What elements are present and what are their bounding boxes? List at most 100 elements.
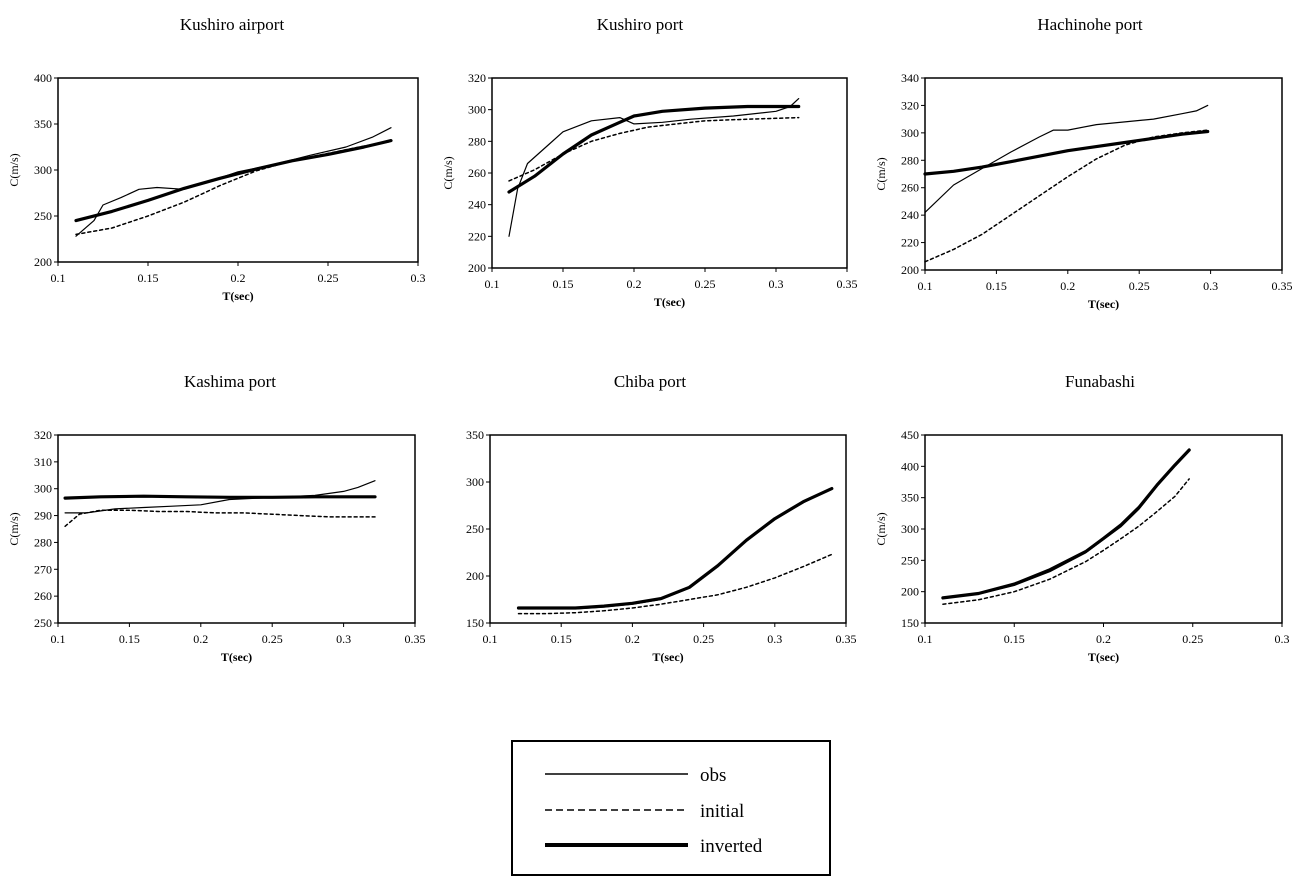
series-line-obs [517,488,833,610]
x-tick-label: 0.2 [625,632,640,646]
x-tick-label: 0.1 [918,632,933,646]
legend-box [511,740,831,876]
y-axis-label: C(m/s) [874,157,888,190]
y-tick-label: 400 [34,71,52,85]
y-tick-label: 340 [901,71,919,85]
y-tick-label: 200 [468,261,486,275]
y-tick-label: 300 [34,163,52,177]
series-line-obs [942,450,1190,598]
x-tick-label: 0.1 [483,632,498,646]
series-line-obs [75,127,392,237]
y-tick-label: 290 [34,509,52,523]
y-axis-label: C(m/s) [874,512,888,545]
chart-title: Kushiro airport [180,15,285,34]
series-line-inverted [507,104,801,194]
x-tick-label: 0.15 [119,632,140,646]
x-tick-label: 0.1 [485,277,500,291]
legend-label-obs: obs [700,765,726,786]
y-tick-label: 250 [466,522,484,536]
series-line-obs [64,480,376,514]
y-tick-label: 350 [34,117,52,131]
x-tick-label: 0.35 [1272,279,1293,293]
y-tick-label: 260 [468,166,486,180]
y-tick-label: 220 [468,229,486,243]
x-tick-label: 0.2 [1060,279,1075,293]
y-tick-label: 220 [901,236,919,250]
y-tick-label: 240 [901,208,919,222]
y-tick-label: 280 [468,134,486,148]
series-line-inverted [516,487,834,610]
plot-area-frame [57,434,416,624]
series-line-initial [517,553,833,615]
y-tick-label: 300 [901,522,919,536]
x-tick-label: 0.1 [918,279,933,293]
y-tick-label: 150 [901,616,919,630]
y-tick-label: 260 [901,181,919,195]
y-tick-label: 280 [34,535,52,549]
x-tick-label: 0.25 [262,632,283,646]
y-tick-label: 320 [468,71,486,85]
y-tick-label: 350 [466,428,484,442]
y-tick-label: 320 [34,428,52,442]
chart-title: Chiba port [614,372,687,391]
y-tick-label: 150 [466,616,484,630]
y-tick-label: 200 [34,255,52,269]
chart-panel-5: Chiba port 0.1 0.15 0.2 0.25 0.3 0.35 150 200 250… [466,372,857,664]
x-tick-label: 0.25 [318,271,339,285]
x-tick-label: 0.3 [336,632,351,646]
y-tick-label: 200 [901,263,919,277]
x-tick-label: 0.25 [695,277,716,291]
y-tick-label: 320 [901,98,919,112]
x-tick-label: 0.2 [193,632,208,646]
y-tick-label: 280 [901,153,919,167]
chart-panel-6: Funabashi 0.1 0.15 0.2 0.25 0.3 150 200 250 300 35… [874,372,1290,664]
series-line-initial [75,140,392,236]
y-tick-label: 310 [34,455,52,469]
series-line-inverted [74,139,393,223]
y-tick-label: 350 [901,491,919,505]
y-axis-label: C(m/s) [441,156,455,189]
y-tick-label: 300 [466,475,484,489]
series-line-obs [924,104,1209,213]
x-tick-label: 0.35 [405,632,426,646]
x-tick-label: 0.35 [836,632,857,646]
y-axis-label: C(m/s) [7,153,21,186]
x-tick-label: 0.3 [1203,279,1218,293]
y-tick-label: 400 [901,459,919,473]
y-tick-label: 300 [901,126,919,140]
series-line-inverted [63,494,377,500]
chart-panel-2: Kushiro port 0.1 0.15 0.2 0.25 0.3 0.35 200 220 2… [441,15,858,309]
y-axis-label: C(m/s) [7,512,21,545]
x-tick-label: 0.25 [1129,279,1150,293]
x-tick-label: 0.1 [51,632,66,646]
x-tick-label: 0.2 [231,271,246,285]
legend-label-initial: initial [700,801,744,822]
x-tick-label: 0.1 [51,271,66,285]
chart-title: Funabashi [1065,372,1135,391]
x-tick-label: 0.3 [769,277,784,291]
chart-title: Kashima port [184,372,276,391]
series-line-initial [942,478,1190,605]
chart-title: Kushiro port [597,15,684,34]
chart-panel-3: Hachinohe port 0.1 0.15 0.2 0.25 0.3 0.35 200 22… [874,15,1293,311]
x-tick-label: 0.15 [551,632,572,646]
x-tick-label: 0.35 [837,277,858,291]
series-line-inverted [941,448,1191,600]
x-axis-label: T(sec) [222,289,253,303]
x-axis-label: T(sec) [1088,650,1119,664]
x-tick-label: 0.2 [1096,632,1111,646]
y-tick-label: 250 [901,553,919,567]
x-axis-label: T(sec) [1088,297,1119,311]
y-tick-label: 450 [901,428,919,442]
x-axis-label: T(sec) [221,650,252,664]
x-tick-label: 0.2 [627,277,642,291]
y-tick-label: 260 [34,589,52,603]
y-tick-label: 200 [901,585,919,599]
y-tick-label: 270 [34,562,52,576]
x-tick-label: 0.15 [986,279,1007,293]
series-line-inverted [923,129,1210,176]
plot-area-frame [57,77,419,263]
x-tick-label: 0.15 [1004,632,1025,646]
y-tick-label: 300 [34,482,52,496]
